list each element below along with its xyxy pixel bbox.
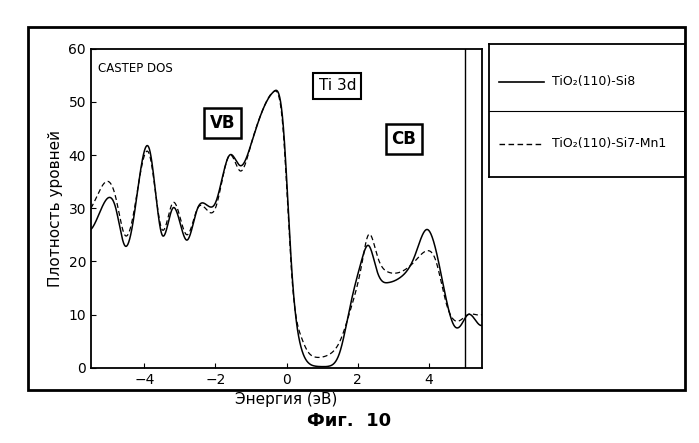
Text: VB: VB xyxy=(210,114,236,132)
TiO₂(110)-Si7-Mn1 xyxy=(271,88,280,93)
TiO₂(110)-Si8 xyxy=(467,312,475,318)
TiO₂(110)-Si7-Mn1 xyxy=(467,311,475,317)
TiO₂(110)-Si7-Mn1 xyxy=(266,92,275,97)
Line: TiO₂(110)-Si7-Mn1: TiO₂(110)-Si7-Mn1 xyxy=(91,91,482,358)
TiO₂(110)-Si8 xyxy=(278,105,286,110)
TiO₂(110)-Si7-Mn1 xyxy=(87,206,95,211)
Text: CASTEP DOS: CASTEP DOS xyxy=(98,62,173,75)
TiO₂(110)-Si8 xyxy=(107,195,115,200)
TiO₂(110)-Si7-Mn1 xyxy=(478,312,487,317)
TiO₂(110)-Si8 xyxy=(478,323,487,328)
Text: TiO₂(110)-Si7-Mn1: TiO₂(110)-Si7-Mn1 xyxy=(552,137,666,151)
TiO₂(110)-Si8 xyxy=(396,276,404,281)
TiO₂(110)-Si8 xyxy=(272,88,280,93)
TiO₂(110)-Si8 xyxy=(87,227,95,232)
TiO₂(110)-Si7-Mn1 xyxy=(315,355,323,360)
TiO₂(110)-Si7-Mn1 xyxy=(107,181,115,187)
TiO₂(110)-Si7-Mn1 xyxy=(396,270,404,275)
TiO₂(110)-Si8 xyxy=(467,313,475,318)
Y-axis label: Плотность уровней: Плотность уровней xyxy=(48,130,63,287)
Line: TiO₂(110)-Si8: TiO₂(110)-Si8 xyxy=(91,90,482,367)
TiO₂(110)-Si8 xyxy=(266,92,275,97)
TiO₂(110)-Si8 xyxy=(319,364,328,369)
Text: CB: CB xyxy=(391,130,417,148)
Text: TiO₂(110)-Si8: TiO₂(110)-Si8 xyxy=(552,75,635,88)
Text: Ti 3d: Ti 3d xyxy=(319,78,356,93)
TiO₂(110)-Si7-Mn1 xyxy=(467,311,475,317)
TiO₂(110)-Si7-Mn1 xyxy=(278,109,286,114)
Text: Фиг.  10: Фиг. 10 xyxy=(308,412,391,430)
X-axis label: Энергия (эB): Энергия (эB) xyxy=(236,392,338,407)
